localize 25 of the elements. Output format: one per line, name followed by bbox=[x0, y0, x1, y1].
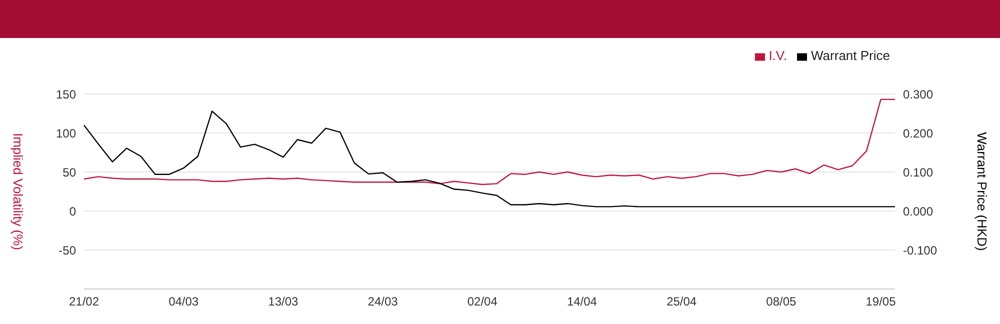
x-tick-label: 25/04 bbox=[666, 294, 697, 309]
legend-label: I.V. bbox=[768, 48, 788, 63]
legend-label: Warrant Price bbox=[811, 48, 890, 63]
x-tick-label: 21/02 bbox=[68, 294, 100, 309]
y-axis-title: Implied Volatility (%) bbox=[10, 132, 26, 250]
y2-tick-label: 0.000 bbox=[903, 204, 934, 218]
x-tick-label: 24/03 bbox=[368, 294, 398, 309]
x-tick-label: 08/05 bbox=[766, 294, 797, 309]
y-tick-label: -50 bbox=[58, 243, 76, 258]
x-tick-label: 02/04 bbox=[467, 294, 498, 309]
y2-tick-label: 0.200 bbox=[903, 126, 934, 140]
y2-axis-title: Warrant Price (HKD) bbox=[974, 132, 990, 251]
y-tick-label: 50 bbox=[62, 165, 76, 180]
y-tick-label: 150 bbox=[56, 87, 76, 102]
line-series bbox=[83, 98, 896, 186]
y-tick-label: 100 bbox=[56, 126, 76, 140]
x-tick-label: 13/03 bbox=[268, 294, 299, 309]
x-tick-label: 04/03 bbox=[168, 294, 199, 309]
y-tick-label: 0 bbox=[69, 204, 76, 218]
line-series bbox=[83, 110, 896, 208]
x-tick-label: 14/04 bbox=[566, 294, 598, 309]
y2-tick-label: -0.100 bbox=[903, 243, 938, 258]
x-tick-label: 19/05 bbox=[866, 294, 896, 309]
y2-tick-label: 0.100 bbox=[903, 165, 934, 180]
y2-tick-label: 0.300 bbox=[903, 87, 934, 102]
